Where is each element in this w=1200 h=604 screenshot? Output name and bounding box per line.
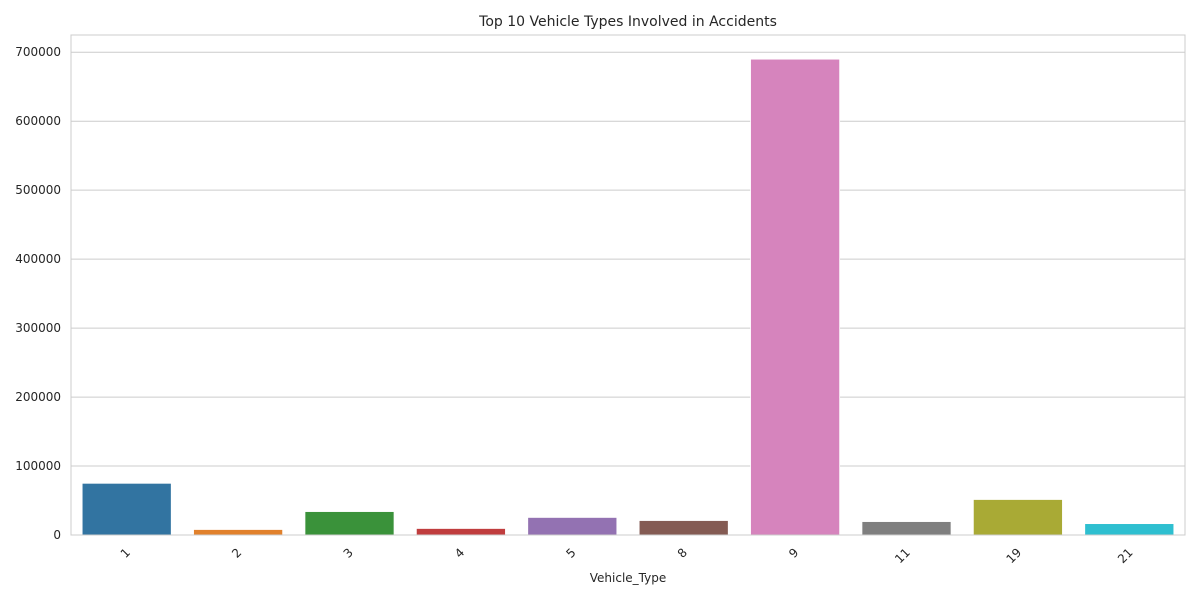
- x-tick-label: 19: [1004, 545, 1025, 566]
- bar-vehicle-type-9: [750, 58, 841, 536]
- y-tick-label: 200000: [15, 390, 61, 404]
- x-tick-label: 21: [1115, 545, 1136, 566]
- bar-vehicle-type-11: [861, 521, 952, 536]
- bar-vehicle-type-19: [972, 499, 1063, 536]
- plot-frame: [70, 34, 1186, 536]
- x-tick-label: 9: [786, 545, 801, 560]
- bar-vehicle-type-1: [81, 482, 172, 536]
- grid-layer: [71, 51, 1185, 536]
- chart-title: Top 10 Vehicle Types Involved in Acciden…: [478, 14, 777, 30]
- y-tick-label: 300000: [15, 321, 61, 335]
- x-tick-labels: 1 2 3 4 5 8 9 11 19 21: [118, 545, 1136, 566]
- y-tick-label: 700000: [15, 45, 61, 59]
- bar-vehicle-type-21: [1084, 523, 1175, 536]
- bar-vehicle-type-8: [638, 520, 729, 536]
- x-tick-label: 3: [341, 545, 356, 560]
- x-tick-label: 1: [118, 545, 133, 560]
- y-tick-label: 100000: [15, 459, 61, 473]
- x-tick-label: 11: [892, 545, 913, 566]
- bar-vehicle-type-5: [527, 517, 618, 536]
- x-tick-label: 4: [452, 545, 467, 560]
- x-tick-label: 8: [675, 545, 690, 560]
- y-tick-label: 500000: [15, 183, 61, 197]
- y-tick-label: 600000: [15, 114, 61, 128]
- y-tick-label: 0: [53, 528, 61, 542]
- y-tick-label: 400000: [15, 252, 61, 266]
- x-tick-label: 2: [229, 545, 244, 560]
- bar-vehicle-type-2: [193, 529, 284, 536]
- bar-vehicle-type-4: [415, 528, 506, 536]
- bar-vehicle-type-3: [304, 511, 395, 536]
- x-tick-label: 5: [563, 545, 578, 560]
- bar-layer: [81, 58, 1175, 536]
- x-axis-label: Vehicle_Type: [590, 571, 666, 585]
- y-tick-labels: 0 100000 200000 300000 400000 500000 600000 700…: [15, 45, 61, 542]
